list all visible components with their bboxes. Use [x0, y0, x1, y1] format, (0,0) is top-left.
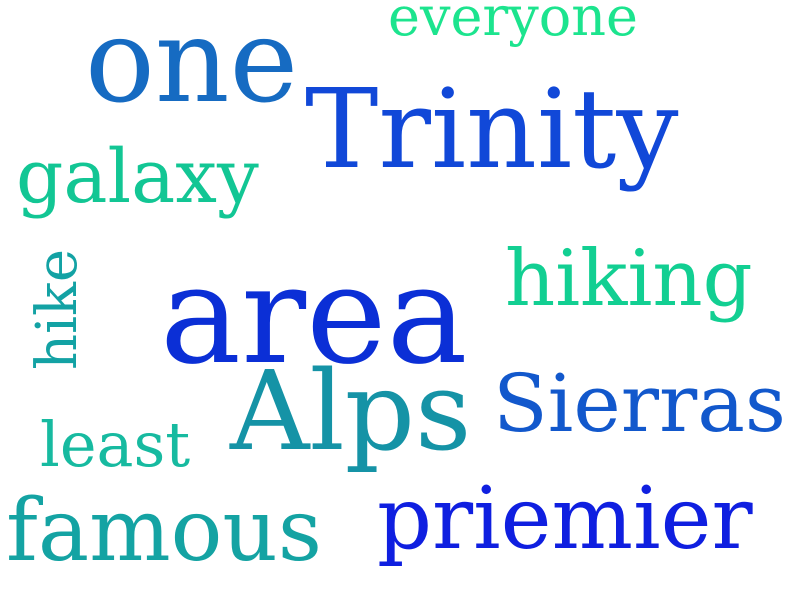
word-trinity: Trinity — [305, 65, 679, 193]
word-sierras: Sierras — [493, 357, 786, 450]
word-hiking: hiking — [505, 234, 753, 324]
word-galaxy: galaxy — [16, 134, 259, 220]
word-area: area — [160, 237, 468, 395]
word-famous: famous — [6, 481, 322, 581]
word-alps: Alps — [230, 347, 472, 475]
word-one: one — [85, 0, 299, 129]
word-priemier: priemier — [377, 469, 753, 569]
word-everyone: everyone — [388, 0, 638, 48]
word-least: least — [40, 408, 191, 481]
word-hike: hike — [25, 248, 90, 370]
